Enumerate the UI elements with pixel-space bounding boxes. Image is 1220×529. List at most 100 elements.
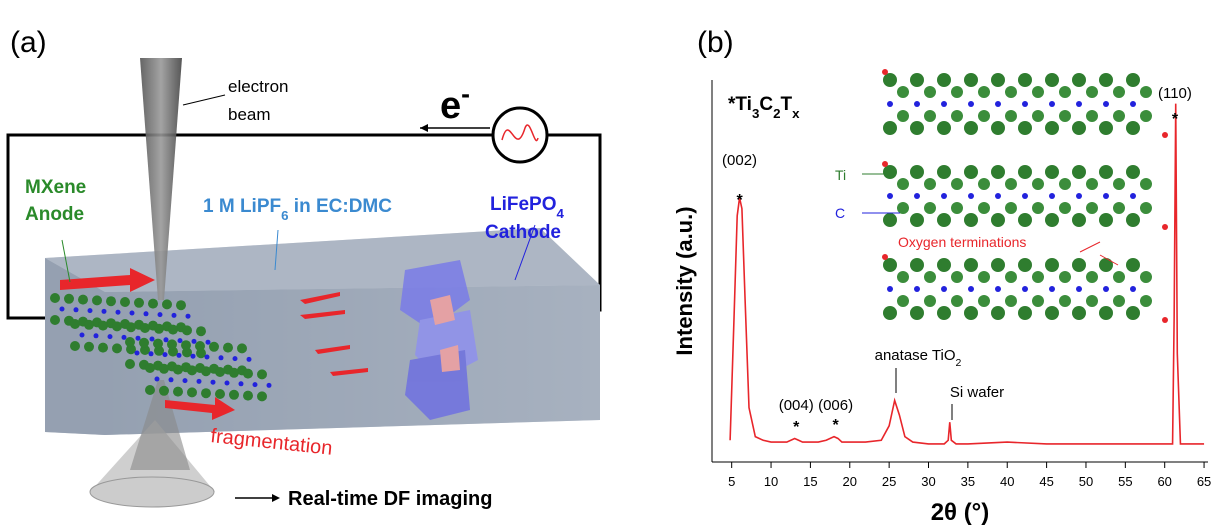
ti-atom — [84, 342, 94, 352]
ti-atom — [139, 338, 149, 348]
ti-atom — [1140, 86, 1152, 98]
peak-label: (110) — [1158, 85, 1192, 102]
ti-atom — [112, 321, 122, 331]
ti-atom — [1086, 202, 1098, 214]
ti-atom — [162, 299, 172, 309]
ti-atom — [120, 297, 130, 307]
c-atom — [150, 337, 155, 342]
ti-atom — [897, 86, 909, 98]
c-atom — [94, 333, 99, 338]
ti-atom — [978, 202, 990, 214]
ti-atom — [883, 165, 897, 179]
text-part: Si wafer — [950, 384, 1004, 401]
ti-atom — [1072, 73, 1086, 87]
c-atom — [1076, 193, 1082, 199]
ti-atom — [910, 213, 924, 227]
ti-atom — [1113, 295, 1125, 307]
ti-atom — [1099, 213, 1113, 227]
peak-marker: * — [736, 192, 743, 209]
ti-atom — [148, 299, 158, 309]
c-atom — [1076, 286, 1082, 292]
ti-atom — [978, 178, 990, 190]
electrolyte-label: 1 M LiPF6 in EC:DMC — [203, 196, 392, 223]
c-atom — [80, 333, 85, 338]
peak-marker: * — [1172, 111, 1179, 128]
c-atom — [239, 381, 244, 386]
ti-atom — [1072, 165, 1086, 179]
o-atom — [1162, 224, 1168, 230]
x-tick-label: 50 — [1079, 474, 1093, 489]
ti-atom — [910, 73, 924, 87]
ti-atom — [1032, 86, 1044, 98]
script-text: 3 — [752, 106, 759, 121]
ti-atom — [50, 293, 60, 303]
x-tick-label: 30 — [921, 474, 935, 489]
ti-atom — [1018, 258, 1032, 272]
ti-atom — [64, 294, 74, 304]
c-atom — [968, 101, 974, 107]
ti-atom — [195, 341, 205, 351]
ti-atom — [910, 258, 924, 272]
ti-atom — [1140, 271, 1152, 283]
ti-atom — [883, 258, 897, 272]
ti-atom — [167, 339, 177, 349]
figure: (a) electron beam e- MXene Anode 1 M LiP… — [0, 0, 1220, 529]
ti-atom — [1072, 258, 1086, 272]
ti-atom — [134, 298, 144, 308]
ti-atom — [937, 258, 951, 272]
ti-atom — [991, 213, 1005, 227]
ti-atom — [1126, 213, 1140, 227]
c-atom — [74, 307, 79, 312]
c-atom — [1103, 193, 1109, 199]
script-text: x — [792, 106, 800, 121]
ti-atom — [883, 213, 897, 227]
ti-atom — [1005, 295, 1017, 307]
ti-atom — [951, 110, 963, 122]
ti-atom — [182, 325, 192, 335]
c-atom — [1103, 286, 1109, 292]
ti-atom — [1032, 202, 1044, 214]
ti-atom — [1059, 295, 1071, 307]
ti-atom — [187, 387, 197, 397]
ti-atom — [1140, 178, 1152, 190]
ti-atom — [924, 86, 936, 98]
ti-atom — [991, 165, 1005, 179]
xrd-chart: (b)51015202530354045505560652θ (°)Intens… — [672, 26, 1211, 526]
ti-atom — [897, 271, 909, 283]
ti-atom — [257, 369, 267, 379]
ti-atom — [964, 121, 978, 135]
peak-label: (006) — [818, 397, 853, 414]
ti-atom — [1113, 271, 1125, 283]
ti-atom — [991, 306, 1005, 320]
ti-atom — [1059, 202, 1071, 214]
c-atom — [995, 193, 1001, 199]
ti-atom — [257, 391, 267, 401]
c-atom — [136, 336, 141, 341]
ti-atom — [223, 343, 233, 353]
ti-atom — [1045, 73, 1059, 87]
ti-atom — [978, 86, 990, 98]
ti-atom — [1059, 110, 1071, 122]
cathode-label: Cathode — [485, 222, 561, 243]
ti-atom — [1072, 121, 1086, 135]
o-atom — [1162, 132, 1168, 138]
ti-atom — [897, 202, 909, 214]
c-atom — [108, 334, 113, 339]
c-atom — [914, 286, 920, 292]
ti-atom — [1032, 295, 1044, 307]
text-part: LiFePO — [490, 194, 557, 215]
c-atom — [205, 355, 210, 360]
ti-atom — [1045, 258, 1059, 272]
ti-atom — [125, 337, 135, 347]
ti-atom — [173, 365, 183, 375]
ti-atom — [173, 387, 183, 397]
ti-atom — [1113, 86, 1125, 98]
c-atom — [149, 351, 154, 356]
ti-atom — [1126, 73, 1140, 87]
ti-atom — [951, 178, 963, 190]
ti-atom — [1086, 271, 1098, 283]
page: (a) electron beam e- MXene Anode 1 M LiP… — [0, 0, 1220, 529]
ti-atom — [243, 369, 253, 379]
c-atom — [88, 308, 93, 313]
c-atom — [155, 377, 160, 382]
